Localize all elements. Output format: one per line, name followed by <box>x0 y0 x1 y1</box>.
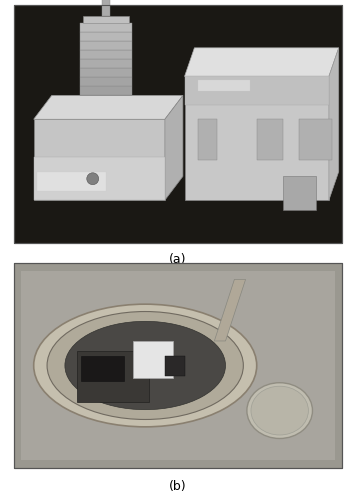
Bar <box>165 356 185 376</box>
Bar <box>34 158 165 200</box>
Text: (a): (a) <box>169 253 187 266</box>
Polygon shape <box>214 280 246 341</box>
Bar <box>14 5 342 243</box>
Bar <box>80 32 132 41</box>
Bar <box>299 119 332 160</box>
Bar <box>184 76 329 105</box>
Ellipse shape <box>251 386 308 435</box>
Bar <box>80 86 132 96</box>
Bar <box>80 50 132 59</box>
Polygon shape <box>329 48 339 200</box>
Ellipse shape <box>247 382 313 438</box>
Bar <box>102 0 110 16</box>
Bar <box>21 271 335 460</box>
Bar <box>184 76 329 200</box>
Bar <box>80 41 132 50</box>
Bar <box>80 356 124 382</box>
Polygon shape <box>165 96 183 200</box>
Bar <box>198 80 250 90</box>
Ellipse shape <box>65 322 225 410</box>
Ellipse shape <box>34 304 257 427</box>
Bar <box>14 5 342 243</box>
Bar <box>37 172 106 190</box>
Text: (b): (b) <box>169 480 187 493</box>
Bar <box>34 119 165 200</box>
Bar <box>14 263 342 468</box>
Bar <box>257 119 283 160</box>
Polygon shape <box>184 48 339 76</box>
Ellipse shape <box>47 312 244 420</box>
Bar <box>77 351 149 402</box>
Bar <box>83 16 129 23</box>
Bar <box>14 263 342 468</box>
Bar <box>80 23 132 32</box>
Circle shape <box>87 173 99 184</box>
Bar <box>80 78 132 86</box>
Bar <box>198 119 218 160</box>
Bar <box>133 342 173 378</box>
Bar <box>283 176 316 210</box>
Bar <box>80 60 132 68</box>
Polygon shape <box>34 96 183 119</box>
Bar <box>80 68 132 78</box>
